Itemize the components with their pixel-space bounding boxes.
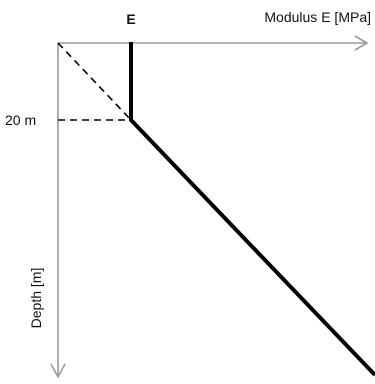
y-axis-label: Depth [m]	[28, 268, 44, 329]
dashed-diagonal	[57, 42, 132, 121]
depth-marker-label: 20 m	[5, 112, 36, 128]
modulus-profile-line	[129, 42, 375, 377]
top-marker-label: E	[126, 11, 135, 27]
y-axis-arrowhead	[50, 363, 66, 379]
x-axis-arrowhead	[354, 35, 369, 51]
x-axis-label: Modulus E [MPa]	[264, 9, 371, 25]
